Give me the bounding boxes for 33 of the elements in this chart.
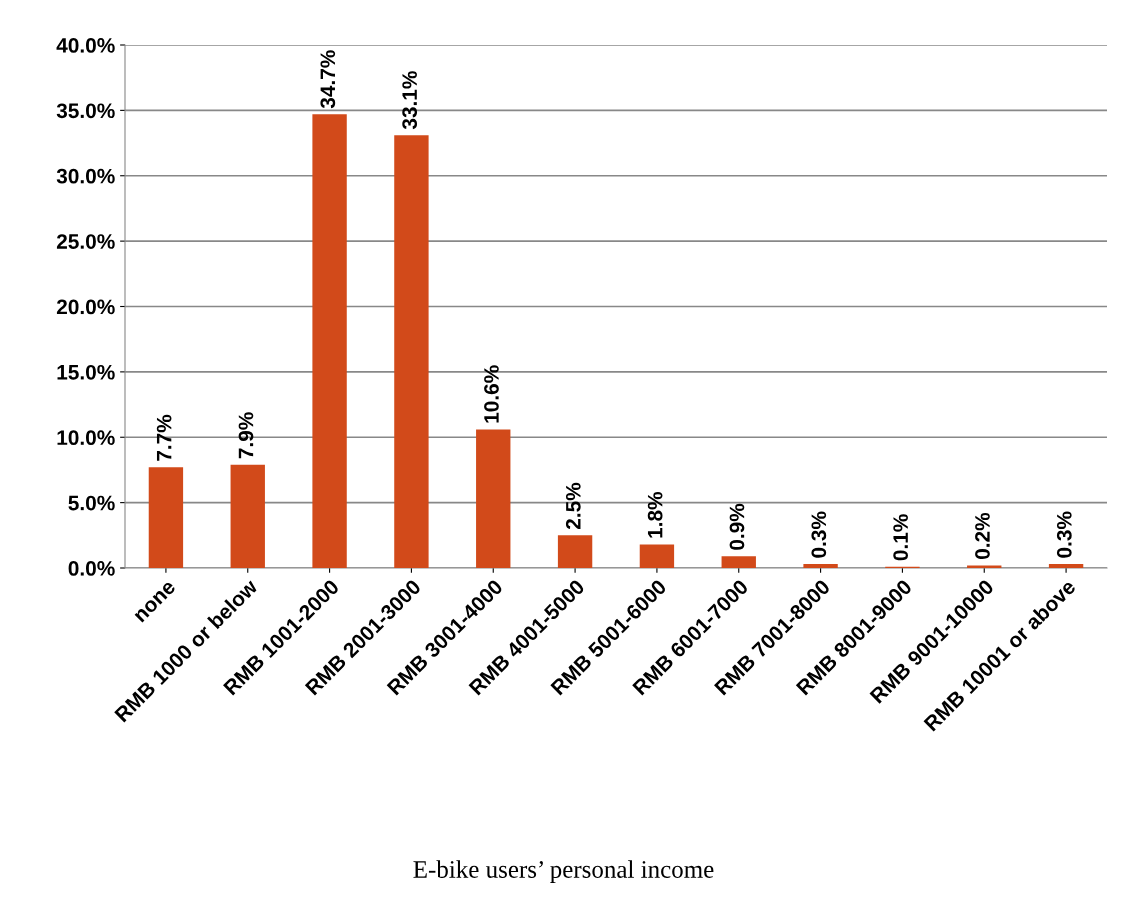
data-label: 10.6% [484,365,499,423]
data-label: 0.3% [1056,511,1072,558]
y-tick-label: 25.0% [56,234,115,249]
bar [557,535,593,568]
y-tick-label: 10.0% [57,430,115,445]
bar [967,565,1002,568]
data-label: 7.7% [156,414,172,461]
bar [803,564,838,568]
bar [148,467,184,568]
bar [230,464,265,568]
bar [639,544,675,568]
data-label: 34.7% [320,50,336,109]
bar [1048,564,1084,568]
data-label: 33.1% [402,71,418,130]
data-label: 7.9% [238,412,254,459]
bar [312,114,347,568]
y-tick-label: 30.0% [56,168,115,184]
y-tick-label: 35.0% [56,103,115,119]
bar [721,556,756,568]
data-label: 1.8% [647,491,663,538]
y-tick-label: 5.0% [68,495,115,511]
data-label: 0.2% [975,512,990,560]
data-label: 2.5% [565,482,581,530]
bar [476,429,511,568]
data-label: 0.3% [811,511,827,558]
text: E-bike users’ personal income [413,860,714,883]
y-tick-label: 0.0% [68,561,115,576]
data-label: 0.1% [893,514,909,561]
y-tick-label: 40.0% [56,38,115,53]
y-tick-label: 20.0% [56,299,115,315]
y-tick-label: 15.0% [57,364,115,380]
data-label: 0.9% [729,503,745,550]
bar [394,135,429,568]
